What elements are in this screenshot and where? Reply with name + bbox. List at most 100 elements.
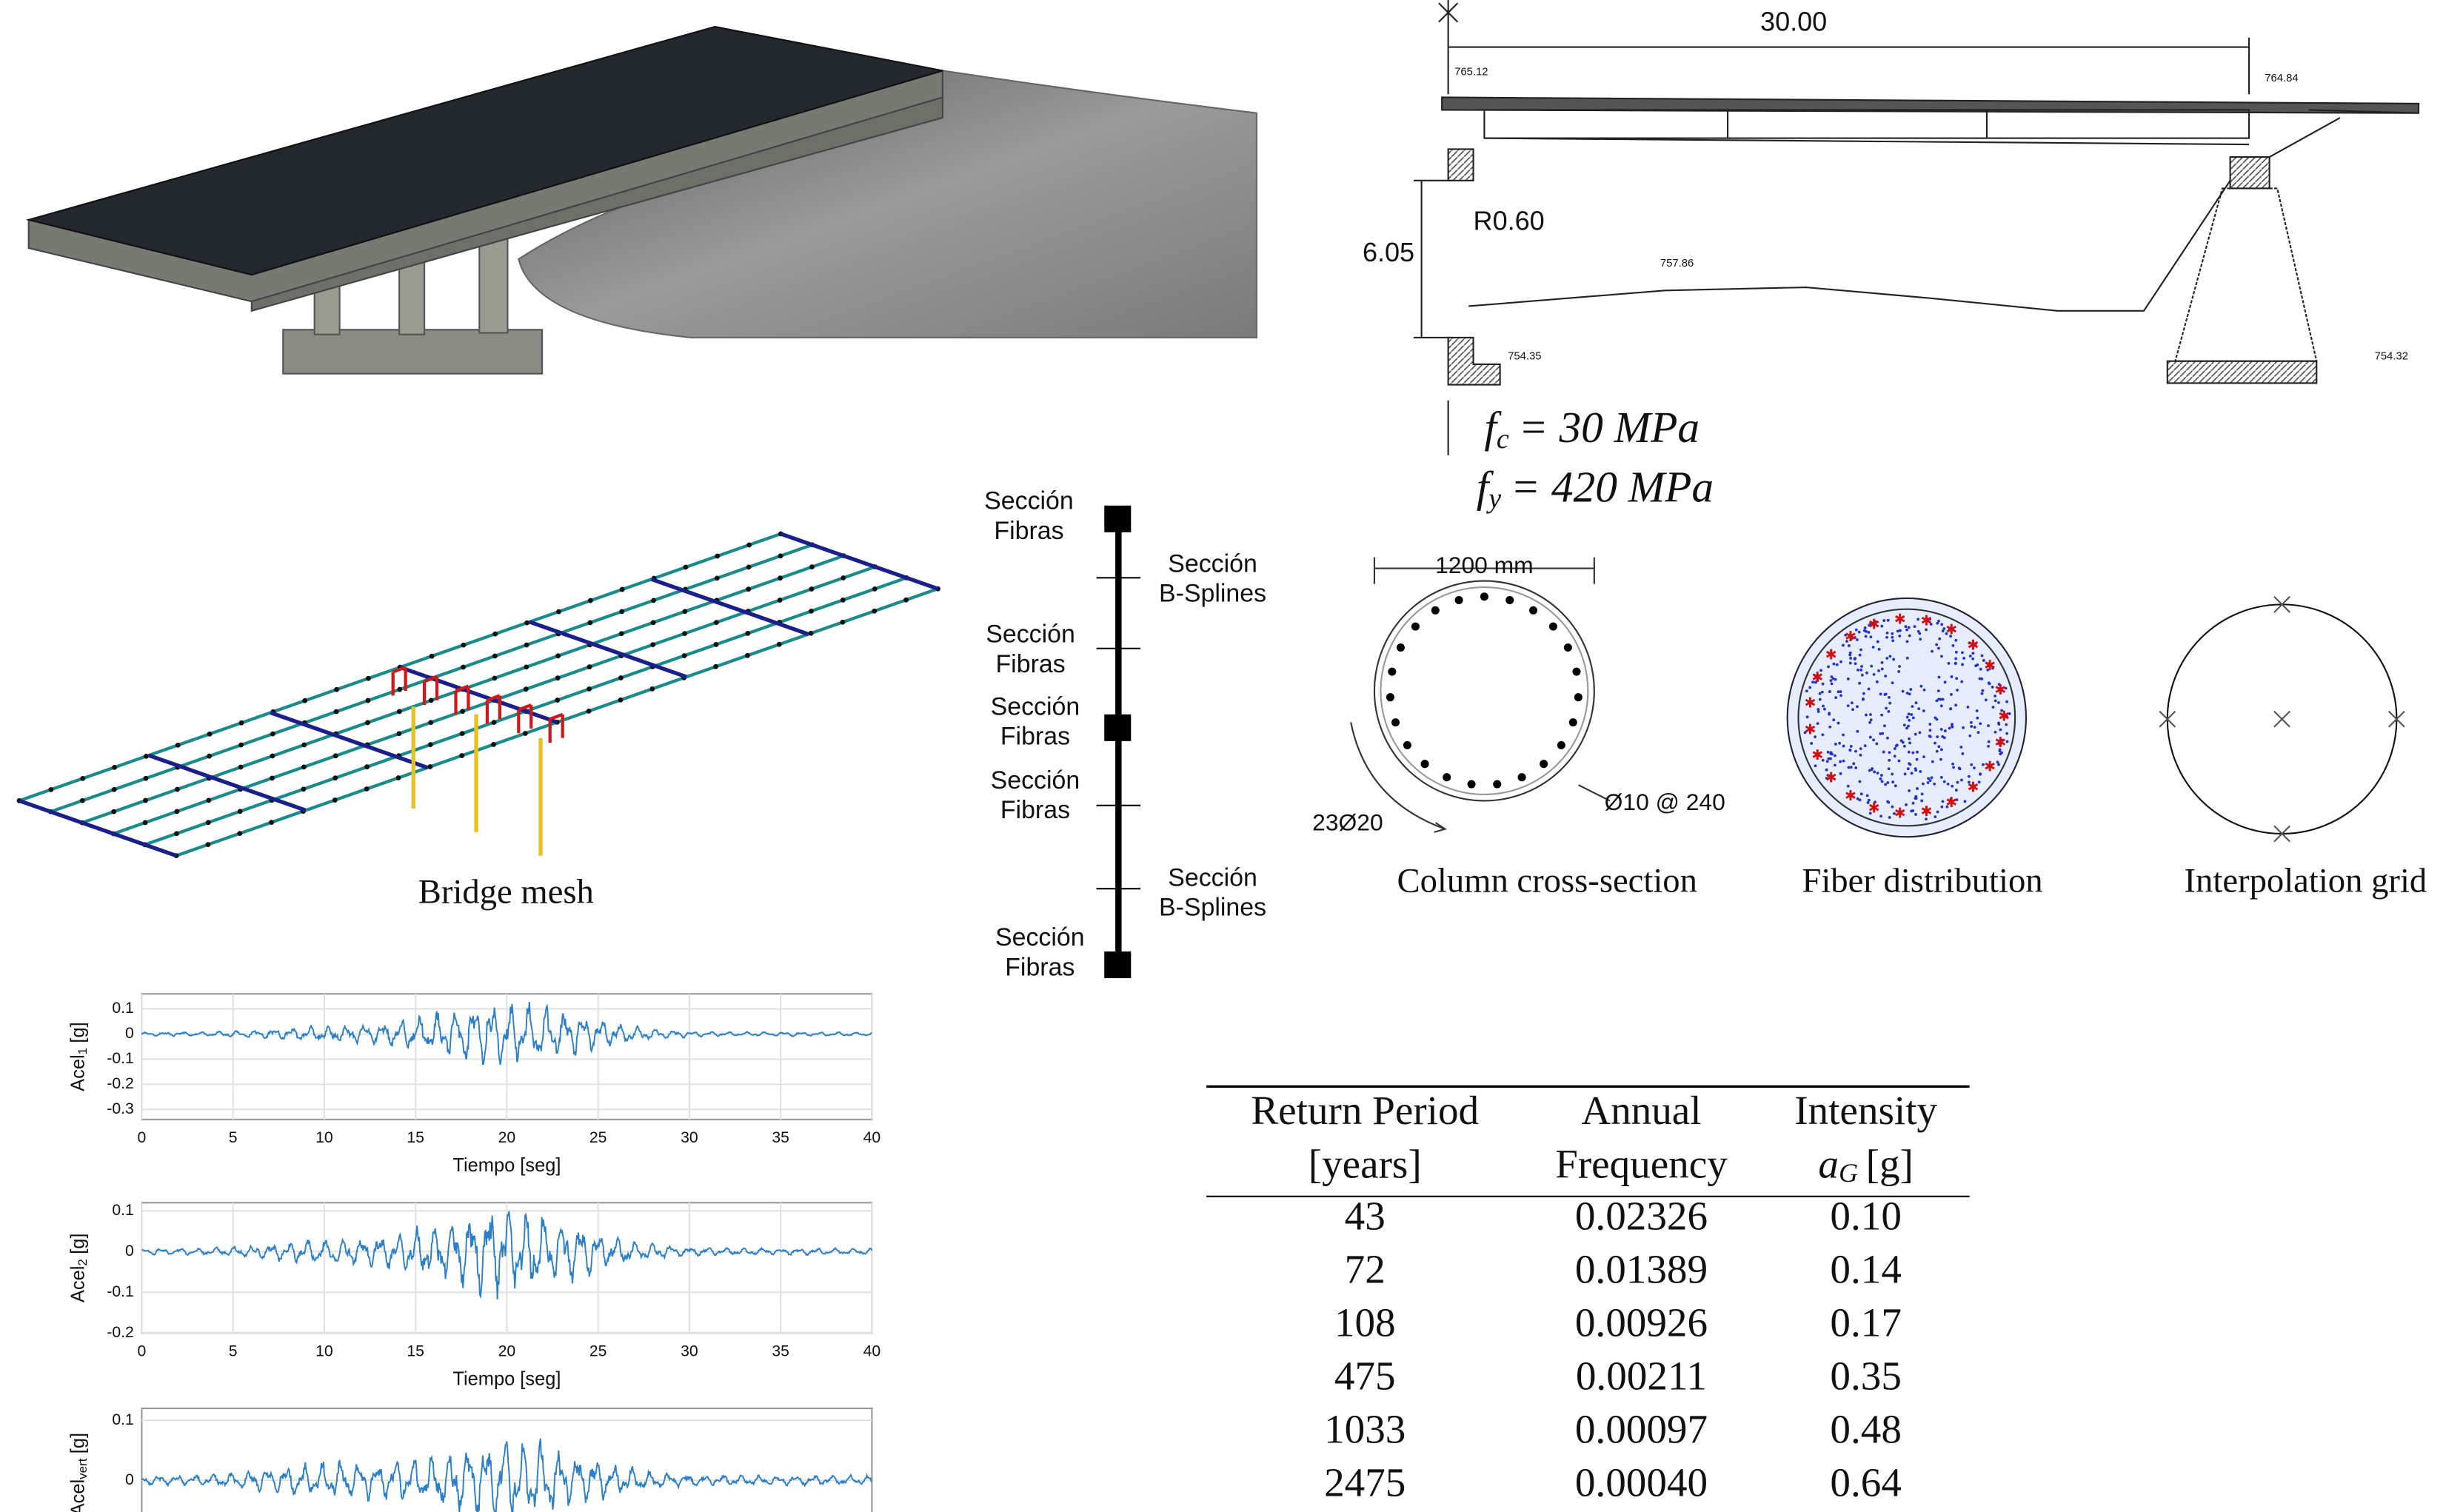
text-part: [g] bbox=[67, 1233, 88, 1254]
fiber bbox=[1849, 657, 1852, 660]
mesh-node bbox=[586, 709, 592, 714]
fiber bbox=[1908, 635, 1911, 638]
mesh-node bbox=[715, 575, 720, 581]
x-tick-label: 40 bbox=[863, 1342, 881, 1359]
table-cell: 2475 bbox=[1324, 1460, 1406, 1505]
table-header: Return Period bbox=[1251, 1088, 1479, 1133]
mesh-node bbox=[301, 786, 307, 792]
rebar bbox=[1564, 643, 1572, 652]
fiber bbox=[1821, 733, 1824, 736]
fiber bbox=[1937, 647, 1940, 650]
caption: Fiber distribution bbox=[1802, 862, 2042, 900]
fiber bbox=[1985, 698, 1988, 701]
fiber bbox=[1897, 670, 1900, 673]
x-tick-label: 15 bbox=[407, 1342, 424, 1359]
fiber bbox=[1888, 655, 1891, 658]
fiber-rebar: ✱ bbox=[1945, 795, 1957, 811]
fiber bbox=[1979, 668, 1982, 671]
mesh-node bbox=[80, 776, 85, 781]
fiber bbox=[1936, 718, 1939, 721]
fiber bbox=[1914, 767, 1917, 770]
fiber bbox=[1927, 777, 1930, 780]
table-cell: 0.64 bbox=[1830, 1460, 1901, 1505]
fiber bbox=[1927, 781, 1930, 784]
table-cell: 0.48 bbox=[1830, 1407, 1901, 1452]
fiber bbox=[1886, 781, 1889, 784]
fiber bbox=[1940, 704, 1943, 707]
fiber bbox=[1914, 795, 1917, 798]
accelerogram: 0.10-0.1-0.2-0.30510152025303540Tiempo [… bbox=[67, 994, 880, 1176]
fiber bbox=[1872, 646, 1875, 649]
fiber bbox=[1854, 750, 1857, 753]
fiber bbox=[1943, 780, 1946, 783]
fiber bbox=[1981, 655, 1984, 658]
mesh-node bbox=[682, 631, 687, 636]
fiber bbox=[1881, 780, 1884, 783]
fiber bbox=[1954, 662, 1957, 665]
fiber bbox=[1991, 686, 1994, 689]
mesh-node bbox=[745, 653, 750, 658]
fiber bbox=[1920, 685, 1923, 688]
fiber bbox=[1877, 640, 1879, 643]
plot-frame bbox=[141, 1408, 872, 1512]
fiber bbox=[1857, 797, 1859, 800]
fiber bbox=[1937, 698, 1940, 700]
fiber bbox=[1911, 705, 1914, 708]
mesh-node bbox=[365, 720, 370, 726]
mesh-node bbox=[618, 698, 624, 703]
fiber bbox=[1885, 657, 1888, 660]
mesh-node bbox=[430, 654, 435, 659]
fiber bbox=[1829, 757, 1832, 760]
fiber bbox=[1898, 665, 1901, 668]
fiber bbox=[1944, 729, 1947, 732]
fiber bbox=[1854, 766, 1857, 769]
page: {"bridge_elevation": {"span": "30.00", "… bbox=[0, 0, 2463, 1512]
fiber bbox=[1822, 705, 1825, 708]
fiber bbox=[1868, 769, 1871, 772]
mesh-node bbox=[619, 631, 624, 636]
fiber bbox=[1888, 702, 1891, 705]
fiber bbox=[1877, 669, 1880, 672]
fiber bbox=[1923, 689, 1926, 692]
fiber bbox=[1837, 722, 1840, 725]
fiber bbox=[1842, 760, 1845, 763]
fiber bbox=[1859, 654, 1862, 657]
fiber bbox=[1894, 755, 1896, 757]
fiber bbox=[1987, 724, 1990, 727]
fiber bbox=[1955, 651, 1958, 654]
fiber bbox=[1898, 760, 1901, 763]
mesh-node bbox=[809, 564, 815, 569]
fiber bbox=[1900, 739, 1903, 742]
table-cell: 43 bbox=[1345, 1193, 1386, 1238]
mesh-node bbox=[714, 620, 719, 625]
y-tick-label: 0.1 bbox=[112, 1202, 133, 1219]
fiber bbox=[1839, 760, 1842, 763]
fiber bbox=[1979, 722, 1982, 725]
fiber bbox=[1878, 648, 1881, 651]
fiber bbox=[1823, 708, 1826, 711]
fiber bbox=[1952, 644, 1955, 647]
fiber bbox=[1834, 755, 1837, 757]
x-tick-label: 35 bbox=[772, 1129, 789, 1146]
fiber bbox=[1883, 724, 1886, 727]
x-axis-label: Tiempo [seg] bbox=[452, 1369, 561, 1390]
y-tick-label: 0.1 bbox=[112, 1411, 133, 1428]
fiber bbox=[1936, 622, 1939, 625]
x-tick-label: 10 bbox=[315, 1342, 333, 1359]
text-part: = 30 MPa bbox=[1519, 403, 1700, 452]
fiber bbox=[1959, 746, 1962, 749]
accelerogram: 0.10-0.1-0.20510152025303540Tiempo [seg]… bbox=[67, 1202, 880, 1390]
mesh-node bbox=[588, 598, 593, 603]
bridge-elevation bbox=[1414, 0, 2419, 455]
mesh-node bbox=[651, 598, 656, 603]
fiber bbox=[1999, 752, 2002, 755]
fiber bbox=[1943, 736, 1946, 739]
mesh-node bbox=[270, 732, 275, 737]
fiber bbox=[1994, 700, 1997, 703]
fiber bbox=[1970, 763, 1973, 766]
mesh-node bbox=[524, 643, 529, 648]
x-tick-label: 5 bbox=[229, 1342, 238, 1359]
y-tick-label: 0 bbox=[125, 1025, 134, 1042]
fiber bbox=[1847, 704, 1850, 707]
fiber bbox=[1872, 738, 1875, 741]
